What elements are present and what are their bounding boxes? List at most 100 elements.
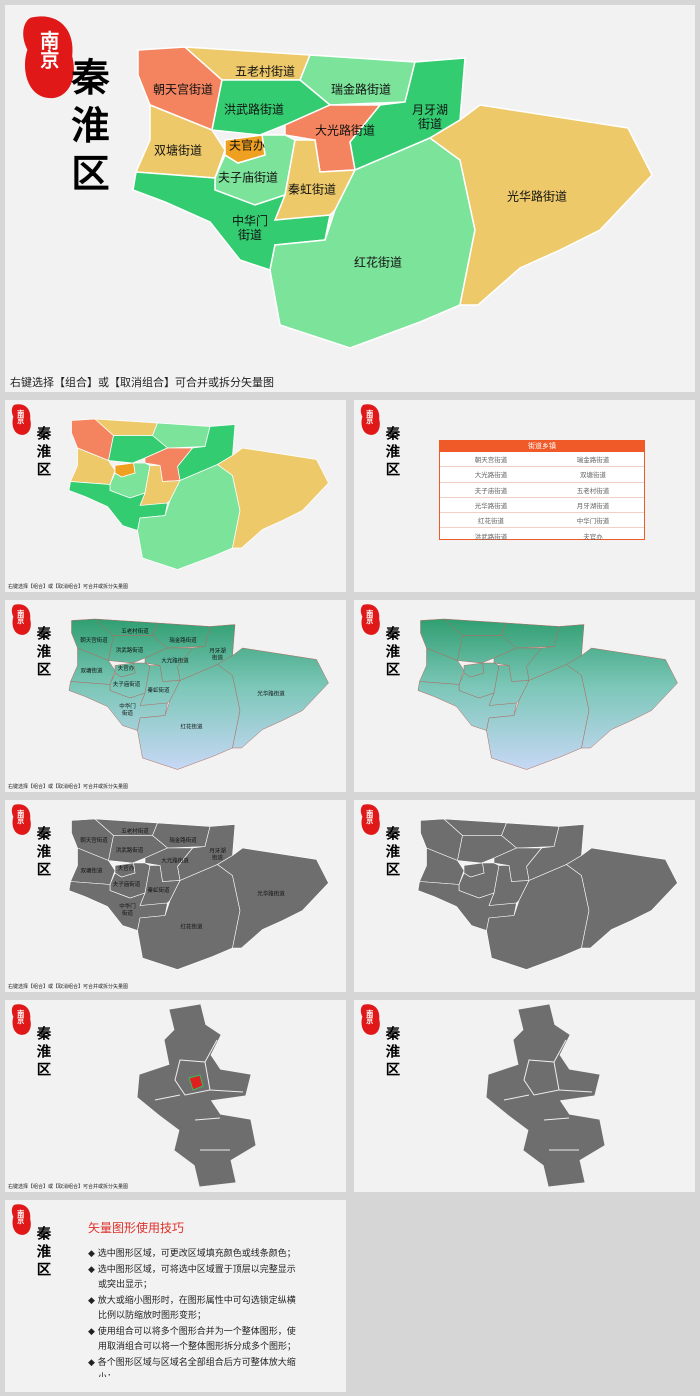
seal-text: 南京 [17, 1009, 26, 1025]
region-label: 双塘街道 [80, 867, 103, 875]
table-row: 夫子庙街道 五老村街道 [440, 482, 644, 498]
seal [11, 1004, 31, 1035]
region-label: 夫官办 [118, 864, 135, 872]
city-border [503, 1039, 593, 1151]
region-label: 秦虹街道 [147, 886, 170, 894]
highlight [188, 1074, 204, 1091]
seal [360, 404, 380, 435]
seal [11, 604, 31, 635]
map [417, 818, 678, 970]
seal-text: 南京 [17, 809, 26, 825]
region-label: 夫官办 [118, 664, 135, 672]
region-label: 双塘街道 [154, 143, 202, 158]
footer-note: 右键选择【组合】或【取消组合】可合并或拆分矢量图 [8, 583, 128, 590]
map [68, 418, 329, 570]
region-label: 光华路街道 [507, 189, 567, 204]
footer-note: 右键选择【组合】或【取消组合】可合并或拆分矢量图 [10, 375, 274, 389]
region-label: 红花街道 [180, 923, 203, 931]
table: 朝天宫街道 瑞金路街道 大光路街道 双塘街道 夫子庙街道 五老村街道 光华路街道 月牙湖街道红… [440, 452, 644, 540]
table-cell: 夫官办 [542, 527, 644, 540]
region-label: 月牙湖街道 [412, 101, 448, 130]
region-label: 夫子庙街道 [113, 880, 141, 888]
table-row: 红花街道 中华门街道 [440, 512, 644, 529]
table-row: 光华路街道 月牙湖街道 [440, 497, 644, 514]
seal-text: 南京 [366, 1009, 375, 1025]
tips-box: 选中图形区域，可更改区域填充颜色或线条颜色；选中图形区域，可将选中区域置于顶层以… [88, 1247, 303, 1377]
region-label: 瑞金路街道 [169, 836, 197, 844]
district-title: 秦淮区 [35, 1225, 52, 1280]
region [217, 647, 329, 749]
region-label: 夫子庙街道 [218, 171, 278, 185]
seal-text: 南京 [366, 609, 375, 625]
city-shape [137, 1004, 256, 1187]
region-label: 光华路街道 [257, 890, 285, 898]
region-label: 红花街道 [180, 723, 203, 731]
seal-text: 南京 [17, 409, 26, 425]
table-cell: 五老村街道 [542, 482, 644, 498]
region-label: 中华门街道 [119, 902, 136, 917]
table-row: 朝天宫街道 瑞金路街道 [440, 452, 644, 468]
region-label: 大光路街道 [161, 857, 189, 865]
region-label: 洪武路街道 [116, 646, 144, 654]
seal [11, 1204, 31, 1235]
table-cell: 光华路街道 [440, 497, 542, 514]
map [417, 618, 678, 770]
region-label: 月牙湖街道 [209, 646, 226, 661]
seal [360, 1004, 380, 1035]
tip-item: 选中图形区域，可将选中区域置于顶层以完整显示或突出显示； [88, 1263, 303, 1294]
city-border [523, 1059, 560, 1096]
region-label: 朝天宫街道 [80, 836, 108, 844]
tips-list: 选中图形区域，可更改区域填充颜色或线条颜色；选中图形区域，可将选中区域置于顶层以… [88, 1247, 303, 1377]
district-title: 秦淮区 [35, 825, 52, 880]
region-label: 瑞金路街道 [169, 636, 197, 644]
region [565, 847, 678, 949]
region-label: 洪武路街道 [116, 846, 144, 854]
table-cell: 朝天宫街道 [440, 452, 542, 468]
district-title: 秦淮区 [35, 1025, 52, 1080]
seal [11, 404, 31, 435]
tips-title: 矢量图形使用技巧 [88, 1220, 184, 1235]
city-map [137, 1004, 256, 1187]
seal [23, 16, 74, 99]
region-label: 夫子庙街道 [113, 680, 141, 688]
city-shape [486, 1004, 605, 1187]
region [501, 822, 560, 849]
footer-note: 右键选择【组合】或【取消组合】可合并或拆分矢量图 [8, 983, 128, 990]
seal-text: 南京 [37, 30, 60, 69]
region-label: 中华门街道 [119, 702, 136, 717]
region-label: 秦虹街道 [288, 183, 336, 197]
table-cell: 洪武路街道 [440, 527, 542, 540]
region-label: 光华路街道 [257, 690, 285, 698]
table-cell: 夫子庙街道 [440, 482, 542, 498]
footer-note: 右键选择【组合】或【取消组合】可合并或拆分矢量图 [8, 1183, 128, 1190]
tip-item: 各个图形区域与区域名全部组合后方可整体放大缩小； [88, 1356, 303, 1378]
region-label: 五老村街道 [121, 827, 149, 835]
table-cell: 大光路街道 [440, 466, 542, 483]
table-cell: 月牙湖街道 [542, 497, 644, 514]
tip-item: 选中图形区域，可更改区域填充颜色或线条颜色； [88, 1247, 303, 1263]
city-border [174, 1059, 211, 1096]
region [463, 862, 485, 878]
region [152, 422, 211, 449]
region-label: 大光路街道 [315, 123, 375, 138]
footer-note: 右键选择【组合】或【取消组合】可合并或拆分矢量图 [8, 783, 128, 790]
region-label: 大光路街道 [161, 657, 189, 665]
region [114, 662, 136, 678]
seal-text: 南京 [366, 809, 375, 825]
region [463, 662, 485, 678]
region-label: 双塘街道 [80, 667, 103, 675]
region [114, 862, 136, 878]
region [501, 622, 560, 649]
region-label: 五老村街道 [235, 65, 295, 79]
region-label: 五老村街道 [121, 627, 149, 635]
city-map [486, 1004, 605, 1187]
district-title: 秦淮区 [65, 57, 111, 201]
region [428, 104, 653, 306]
seal [360, 804, 380, 835]
region-label: 夫官办 [229, 138, 265, 153]
